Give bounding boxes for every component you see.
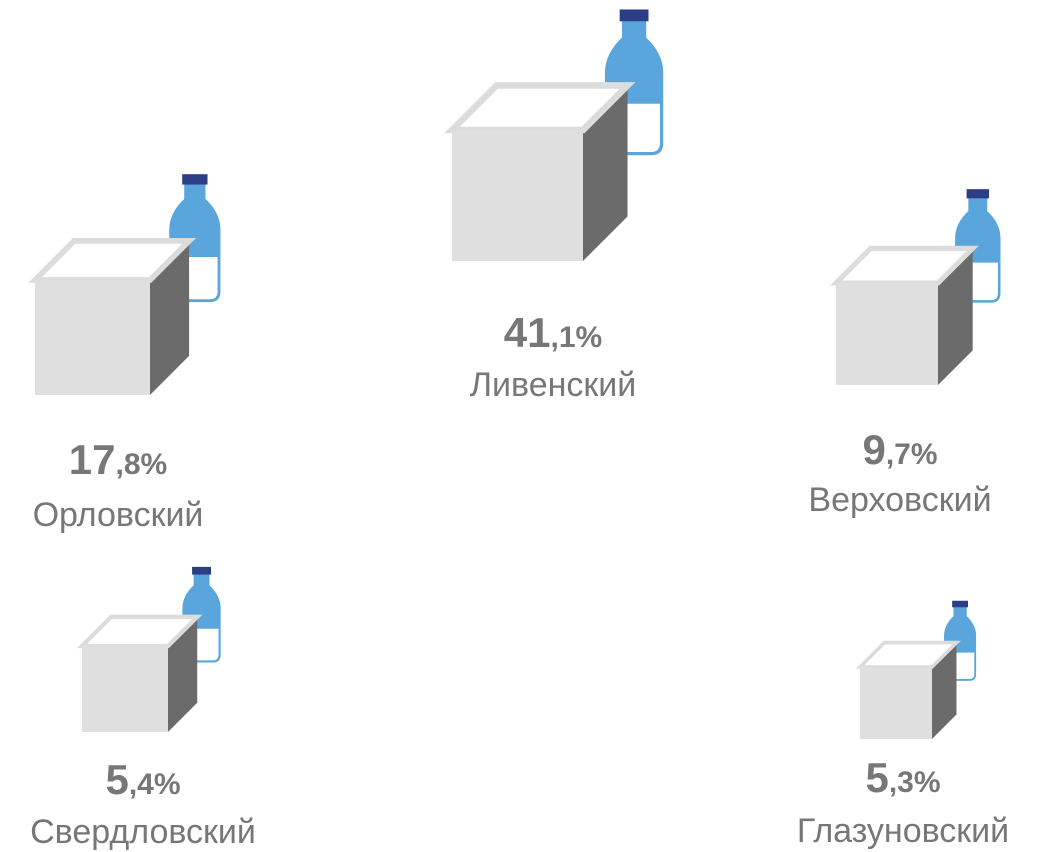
cube-front [860, 667, 932, 739]
district-name: Глазуновский [797, 812, 1009, 850]
percent-label: 5,4% [105, 756, 180, 803]
percent-int: 5 [865, 754, 888, 801]
cube-side [168, 616, 198, 732]
percent-int: 17 [69, 436, 116, 483]
percent-rest: ,8% [116, 448, 168, 481]
cube-side [150, 240, 190, 395]
district-name: Верховский [808, 481, 991, 519]
percent-rest: ,3% [889, 766, 941, 799]
percent-rest: ,4% [129, 768, 181, 801]
percent-label: 5,3% [865, 754, 940, 801]
product-icon [28, 174, 221, 395]
percent-rest: ,7% [886, 438, 938, 471]
percent-label: 9,7% [862, 426, 937, 473]
district-name: Ливенский [470, 366, 637, 404]
cube-front [836, 283, 938, 385]
bottle-cap [182, 174, 208, 185]
cube-front [82, 646, 168, 732]
percent-int: 9 [862, 426, 885, 473]
product-icon [829, 189, 1001, 385]
cube-side [932, 642, 957, 739]
cube-front [35, 280, 150, 395]
bottle-cap [966, 189, 989, 199]
bottle-cap [952, 600, 968, 608]
bottle-cap [192, 566, 211, 575]
cube-front [452, 130, 583, 261]
percent-int: 5 [105, 756, 128, 803]
district-name: Орловский [33, 496, 204, 534]
product-icon [444, 9, 664, 262]
bottle-cap [619, 9, 649, 22]
percent-label: 17,8% [69, 436, 167, 483]
product-icon [855, 600, 977, 739]
district-name: Свердловский [30, 813, 256, 851]
cube-side [583, 85, 628, 262]
percent-rest: ,1% [551, 321, 603, 354]
percent-label: 41,1% [504, 309, 602, 356]
cube-side [938, 248, 973, 385]
percent-int: 41 [504, 309, 551, 356]
product-icon [76, 566, 221, 732]
